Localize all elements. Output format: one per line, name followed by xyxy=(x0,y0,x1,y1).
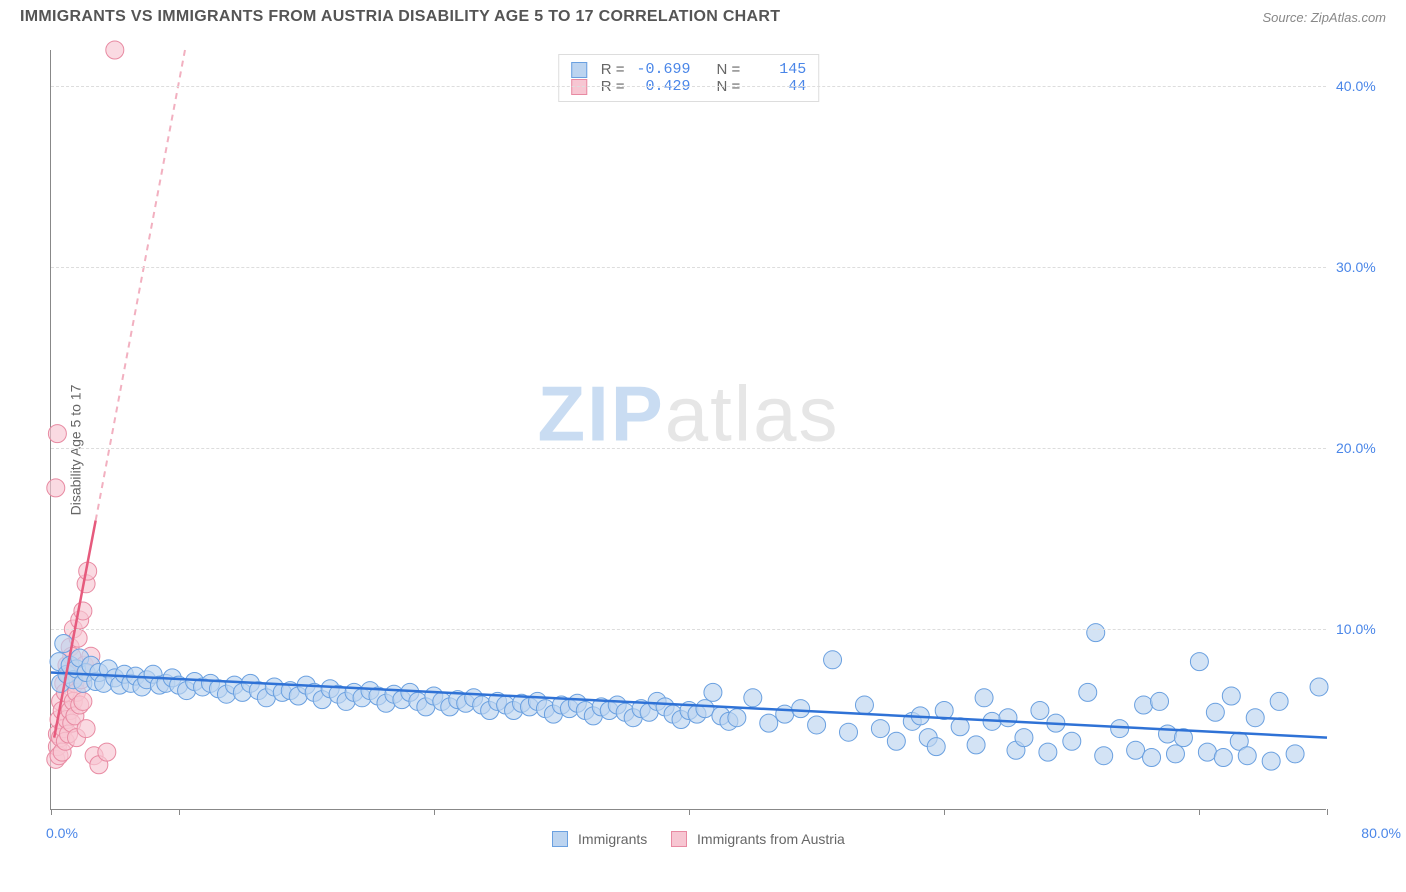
data-point xyxy=(696,700,714,718)
stats-row: R = -0.699 N = 145 xyxy=(571,61,807,78)
stat-r-label: R = xyxy=(601,61,625,78)
x-axis-tick xyxy=(1199,809,1200,815)
chart-container: Disability Age 5 to 17 ZIPatlas R = -0.6… xyxy=(0,30,1406,870)
data-point xyxy=(1214,749,1232,767)
scatter-svg xyxy=(51,50,1326,809)
data-point xyxy=(840,723,858,741)
data-point xyxy=(1159,725,1177,743)
data-point xyxy=(1079,683,1097,701)
data-point xyxy=(1063,732,1081,750)
gridline xyxy=(51,267,1326,268)
x-axis-tick xyxy=(1327,809,1328,815)
legend-swatch-icon xyxy=(552,831,568,847)
data-point xyxy=(77,720,95,738)
data-point xyxy=(855,696,873,714)
data-point xyxy=(1166,745,1184,763)
legend-label: Immigrants xyxy=(578,831,647,847)
y-axis-tick-label: 20.0% xyxy=(1336,440,1391,456)
data-point xyxy=(98,743,116,761)
data-point xyxy=(1151,692,1169,710)
chart-source: Source: ZipAtlas.com xyxy=(1262,10,1386,25)
data-point xyxy=(1206,703,1224,721)
data-point xyxy=(808,716,826,734)
gridline xyxy=(51,629,1326,630)
x-axis-tick xyxy=(51,809,52,815)
data-point xyxy=(1246,709,1264,727)
data-point xyxy=(1087,624,1105,642)
stats-legend-box: R = -0.699 N = 145 R = 0.429 N = 44 xyxy=(558,54,820,102)
chart-title: IMMIGRANTS VS IMMIGRANTS FROM AUSTRIA DI… xyxy=(20,8,780,26)
x-axis-label-max: 80.0% xyxy=(1361,825,1401,841)
data-point xyxy=(74,692,92,710)
data-point xyxy=(1190,653,1208,671)
chart-header: IMMIGRANTS VS IMMIGRANTS FROM AUSTRIA DI… xyxy=(0,0,1406,30)
data-point xyxy=(776,705,794,723)
stat-r-value: -0.699 xyxy=(633,61,691,78)
data-point xyxy=(1015,729,1033,747)
data-point xyxy=(1095,747,1113,765)
legend-swatch-icon xyxy=(571,62,587,78)
x-axis-tick xyxy=(434,809,435,815)
legend-label: Immigrants from Austria xyxy=(697,831,845,847)
stat-n-value: 145 xyxy=(748,61,806,78)
y-axis-tick-label: 30.0% xyxy=(1336,259,1391,275)
data-point xyxy=(1238,747,1256,765)
data-point xyxy=(1031,701,1049,719)
trend-line xyxy=(96,50,185,520)
x-axis-tick xyxy=(944,809,945,815)
y-axis-tick-label: 40.0% xyxy=(1336,78,1391,94)
data-point xyxy=(1286,745,1304,763)
data-point xyxy=(48,425,66,443)
stat-n-label: N = xyxy=(717,61,741,78)
y-axis-tick-label: 10.0% xyxy=(1336,621,1391,637)
data-point xyxy=(47,479,65,497)
data-point xyxy=(1198,743,1216,761)
data-point xyxy=(1143,749,1161,767)
data-point xyxy=(999,709,1017,727)
data-point xyxy=(887,732,905,750)
x-axis-tick xyxy=(179,809,180,815)
plot-area: ZIPatlas R = -0.699 N = 145 R = 0.429 N … xyxy=(50,50,1326,810)
data-point xyxy=(1270,692,1288,710)
data-point xyxy=(824,651,842,669)
data-point xyxy=(1310,678,1328,696)
series-legend: Immigrants Immigrants from Austria xyxy=(51,831,1326,847)
data-point xyxy=(1135,696,1153,714)
data-point xyxy=(927,738,945,756)
data-point xyxy=(106,41,124,59)
gridline xyxy=(51,448,1326,449)
x-axis-tick xyxy=(689,809,690,815)
data-point xyxy=(1262,752,1280,770)
data-point xyxy=(792,700,810,718)
data-point xyxy=(1222,687,1240,705)
data-point xyxy=(1127,741,1145,759)
legend-swatch-icon xyxy=(671,831,687,847)
gridline xyxy=(51,86,1326,87)
data-point xyxy=(871,720,889,738)
data-point xyxy=(760,714,778,732)
data-point xyxy=(728,709,746,727)
data-point xyxy=(744,689,762,707)
data-point xyxy=(704,683,722,701)
data-point xyxy=(975,689,993,707)
data-point xyxy=(967,736,985,754)
data-point xyxy=(1039,743,1057,761)
